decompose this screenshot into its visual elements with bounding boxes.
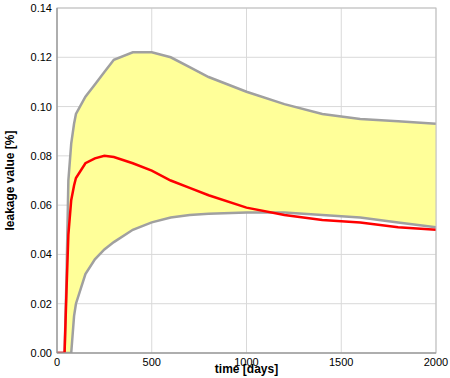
y-tick-label: 0.00 xyxy=(31,347,52,359)
y-tick-label: 0.04 xyxy=(31,248,52,260)
y-tick-label: 0.14 xyxy=(31,2,52,14)
band-edge xyxy=(57,213,436,353)
x-tick-label: 0 xyxy=(54,356,60,368)
line xyxy=(57,156,436,353)
chart: 0.000.020.040.060.080.100.120.1405001000… xyxy=(0,0,450,378)
frame xyxy=(57,8,436,353)
x-axis-label: time [days] xyxy=(215,362,278,376)
y-tick-label: 0.06 xyxy=(31,199,52,211)
y-axis xyxy=(57,8,58,353)
y-tick-label: 0.08 xyxy=(31,150,52,162)
x-tick-label: 2000 xyxy=(424,356,448,368)
x-axis xyxy=(57,353,436,354)
y-tick-label: 0.02 xyxy=(31,298,52,310)
y-axis-label: leakage value [%] xyxy=(3,130,17,230)
x-tick-label: 500 xyxy=(143,356,161,368)
band-fill xyxy=(57,52,436,353)
grid-line xyxy=(57,353,436,354)
plot-area xyxy=(57,52,436,353)
grid-line xyxy=(57,8,58,353)
y-tick-label: 0.12 xyxy=(31,51,52,63)
x-tick-label: 1500 xyxy=(329,356,353,368)
band-edge xyxy=(57,52,436,353)
y-tick-label: 0.10 xyxy=(31,101,52,113)
